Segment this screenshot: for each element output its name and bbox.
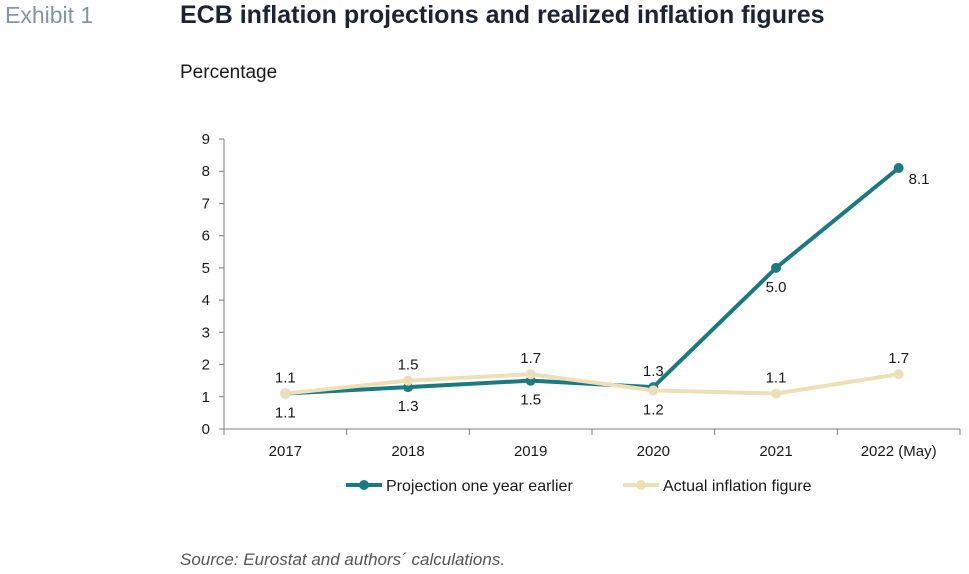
source-note: Source: Eurostat and authors´ calculatio…: [180, 550, 506, 569]
data-point: [648, 385, 659, 396]
legend-label: Actual inflation figure: [663, 478, 812, 495]
legend-label: Projection one year earlier: [386, 478, 573, 495]
legend-swatch-marker: [636, 480, 646, 490]
data-point: [525, 369, 536, 380]
data-label: 1.7: [520, 350, 541, 367]
data-label: 1.2: [643, 401, 664, 418]
chart-subtitle: Percentage: [180, 62, 278, 83]
data-point: [893, 369, 904, 380]
x-tick-label: 2020: [637, 443, 670, 460]
data-point: [403, 375, 413, 386]
data-point: [893, 163, 904, 173]
data-label: 1.1: [766, 370, 787, 387]
x-tick-label: 2017: [269, 443, 302, 460]
y-tick-label: 0: [202, 421, 210, 438]
y-tick-label: 5: [202, 260, 210, 277]
series-points: [280, 163, 904, 399]
chart-legend: Projection one year earlier Actual inflat…: [346, 478, 812, 495]
data-label: 1.5: [398, 357, 419, 374]
x-tick-label: 2021: [759, 443, 792, 460]
data-label: 1.3: [398, 398, 419, 415]
y-tick-label: 9: [202, 131, 210, 148]
chart-title: ECB inflation projections and realized i…: [180, 1, 825, 29]
data-label: 5.0: [766, 279, 787, 296]
data-label: 1.3: [643, 363, 664, 380]
data-label: 8.1: [909, 171, 930, 188]
data-label: 1.1: [275, 370, 296, 387]
data-label: 1.5: [520, 392, 541, 409]
data-label: 1.1: [275, 405, 296, 422]
x-tick-label: 2019: [514, 443, 547, 460]
series-line: [283, 166, 901, 396]
y-tick-label: 3: [202, 324, 210, 341]
data-label: 1.7: [888, 350, 909, 367]
series-line: [283, 372, 901, 396]
data-labels: 1.1 1.3 1.5 1.3 5.0 8.1 1.1 1.5 1.7 1.2 1.1 1.7: [275, 171, 930, 422]
y-tick-label: 6: [202, 228, 210, 245]
exhibit-label: Exhibit 1: [5, 2, 94, 28]
chart-axes: 0 1 2 3 4 5 6 7 8 9 2017 2018 2019 2020 2021 2022 (May): [202, 131, 961, 460]
x-tick-label: 2018: [391, 443, 424, 460]
y-tick-label: 8: [202, 163, 210, 180]
data-point: [771, 262, 781, 273]
data-point: [280, 388, 291, 399]
data-point: [771, 388, 781, 399]
x-tick-label: 2022 (May): [861, 443, 937, 460]
y-tick-label: 2: [202, 357, 210, 374]
legend-swatch-marker: [359, 480, 369, 490]
y-tick-label: 7: [202, 195, 210, 212]
y-tick-label: 1: [202, 389, 210, 406]
series-lines: [283, 166, 901, 396]
y-tick-label: 4: [202, 292, 210, 309]
